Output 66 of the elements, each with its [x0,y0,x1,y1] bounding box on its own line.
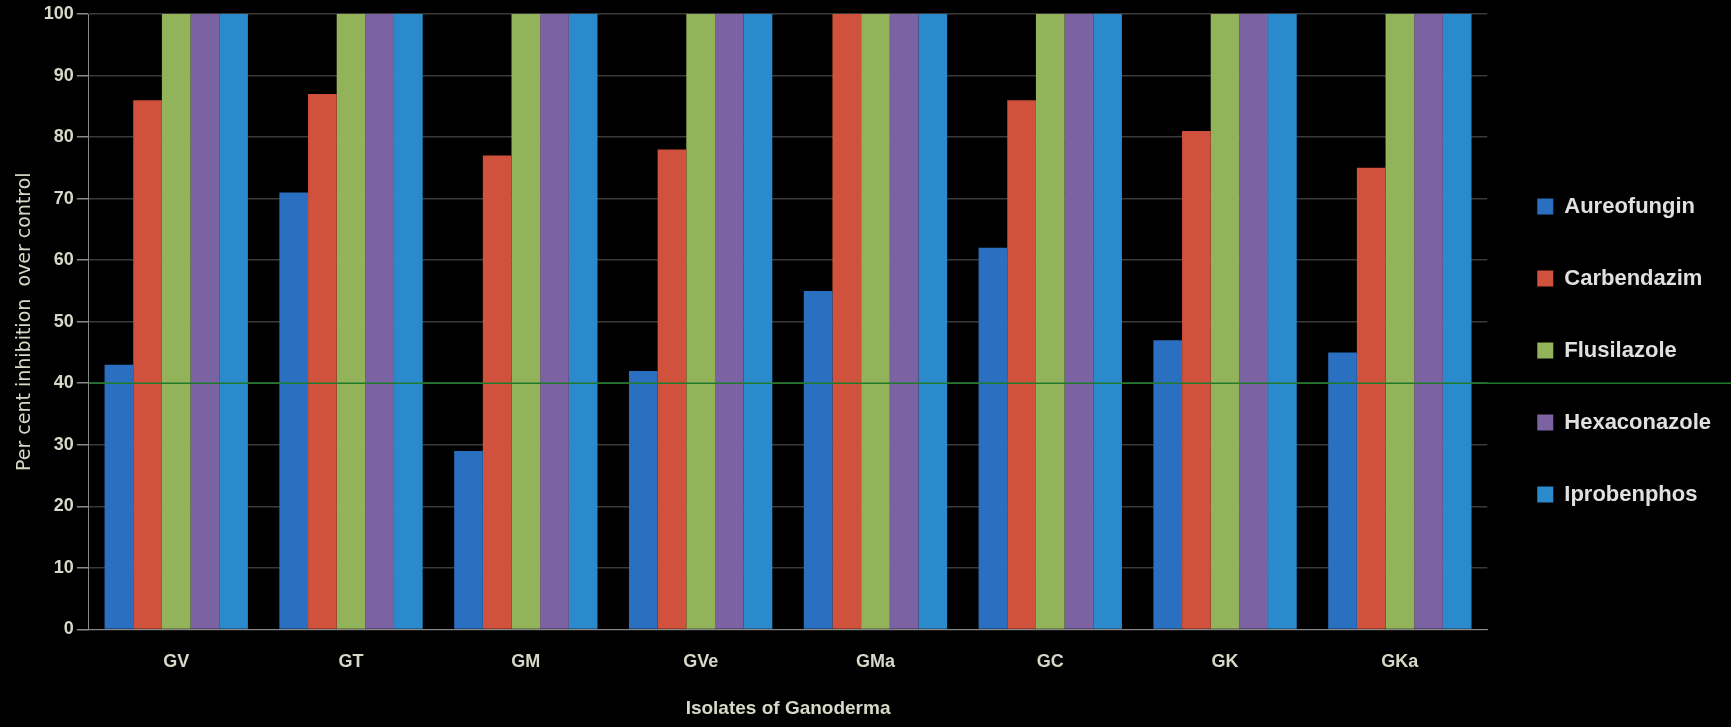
bar [279,192,309,629]
x-tick-label: GC [1036,651,1064,672]
y-tick-label: 80 [53,126,74,147]
bar [219,14,248,629]
bar [1328,352,1357,629]
x-tick-label: GK [1211,651,1239,672]
bar [1356,167,1386,629]
legend-label: Aureofungin [1564,192,1696,218]
x-tick-label: GVe [683,651,719,672]
bar [1442,14,1472,629]
bar [978,247,1008,629]
bar [714,14,744,629]
bar [1035,14,1065,629]
bar [1414,14,1443,629]
y-tick-label: 40 [53,372,74,393]
legend-label: Carbendazim [1564,264,1703,290]
y-tick-label: 90 [53,64,74,85]
bar [918,14,948,629]
y-tick-label: 30 [53,433,74,454]
bar [1385,14,1415,629]
bar [161,14,191,629]
bar [1210,14,1240,629]
y-axis-title: Per cent inhibition over control [12,172,35,472]
bar [1268,14,1297,629]
bar [568,14,598,629]
x-tick-label: GKa [1381,651,1420,672]
y-tick-label: 20 [53,495,74,516]
bar [511,14,541,629]
y-tick-label: 0 [63,618,74,639]
bar [861,14,890,629]
bar [1007,100,1036,629]
bar [657,149,687,629]
bar [1239,14,1269,629]
y-tick-label: 100 [43,2,74,23]
x-axis-title: Isolates of Ganoderma [685,697,891,719]
bar [365,14,395,629]
bar [1064,14,1094,629]
bar [540,14,569,629]
bar [482,155,512,629]
y-tick-label: 10 [53,556,74,577]
bar [1182,130,1211,629]
legend-label: Iprobenphos [1564,480,1698,506]
bar [454,450,483,629]
bar [628,370,658,629]
bar [308,94,337,629]
y-tick-label: 70 [53,187,74,208]
bar [394,14,423,629]
bar [743,14,773,629]
y-tick-label: 50 [53,310,74,331]
x-tick-label: GT [338,651,364,672]
y-tick-label: 60 [53,249,74,270]
bar [1153,340,1183,629]
bar [133,100,162,629]
legend-label: Hexaconazole [1564,408,1712,434]
x-tick-label: GM [511,651,541,672]
bar [336,14,366,629]
bar [832,14,862,629]
bar [889,14,919,629]
bar [803,290,833,629]
x-tick-label: GV [163,651,190,672]
bar [686,14,715,629]
x-tick-label: GMa [855,651,896,672]
bar [104,364,134,629]
legend-label: Flusilazole [1564,336,1677,362]
bar [1093,14,1122,629]
bar [190,14,220,629]
